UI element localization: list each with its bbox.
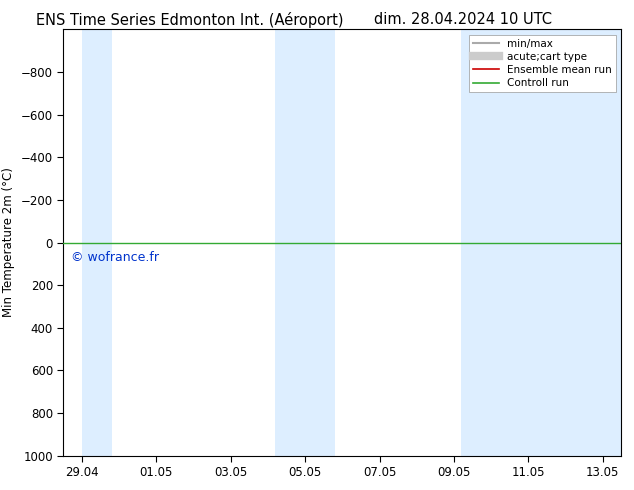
Bar <box>82 29 112 456</box>
Text: © wofrance.fr: © wofrance.fr <box>71 251 159 264</box>
Bar <box>462 29 621 456</box>
Bar <box>275 29 335 456</box>
Text: dim. 28.04.2024 10 UTC: dim. 28.04.2024 10 UTC <box>374 12 552 27</box>
Text: ENS Time Series Edmonton Int. (Aéroport): ENS Time Series Edmonton Int. (Aéroport) <box>36 12 344 28</box>
Legend: min/max, acute;cart type, Ensemble mean run, Controll run: min/max, acute;cart type, Ensemble mean … <box>469 35 616 92</box>
Y-axis label: Min Temperature 2m (°C): Min Temperature 2m (°C) <box>3 168 15 318</box>
